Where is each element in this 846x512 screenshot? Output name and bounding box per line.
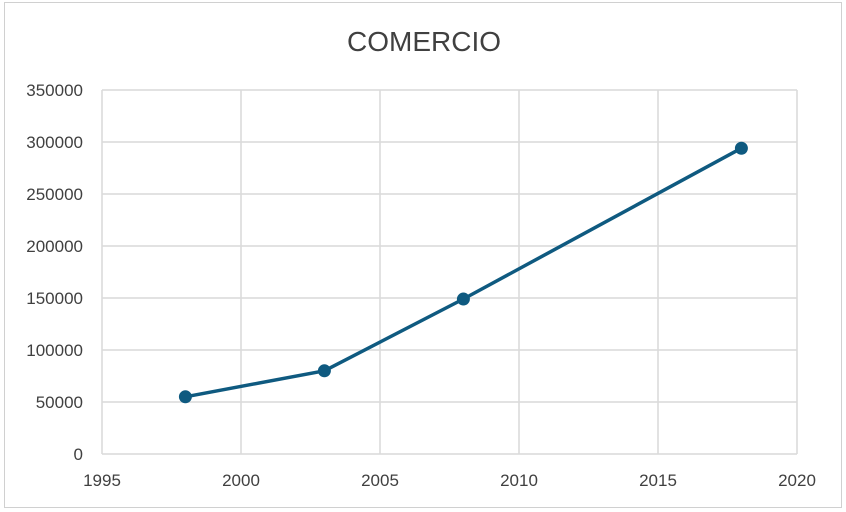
y-tick-label: 350000 — [26, 81, 83, 100]
data-point — [734, 141, 748, 155]
x-tick-label: 2015 — [639, 471, 677, 490]
y-tick-label: 200000 — [26, 237, 83, 256]
y-tick-label: 0 — [74, 445, 83, 464]
x-tick-label: 2005 — [361, 471, 399, 490]
x-axis-tick-labels: 1995 2000 2005 2010 2015 2020 — [83, 471, 816, 490]
x-tick-label: 2020 — [778, 471, 816, 490]
y-tick-label: 300000 — [26, 133, 83, 152]
y-tick-label: 150000 — [26, 289, 83, 308]
chart-title: COMERCIO — [347, 26, 501, 57]
data-point — [317, 364, 331, 378]
x-tick-label: 2000 — [222, 471, 260, 490]
chart-frame — [4, 2, 842, 508]
grid — [101, 89, 798, 455]
x-tick-label: 2010 — [500, 471, 538, 490]
y-tick-label: 100000 — [26, 341, 83, 360]
x-tick-label: 1995 — [83, 471, 121, 490]
data-point — [178, 390, 192, 404]
data-point — [456, 292, 470, 306]
y-tick-label: 250000 — [26, 185, 83, 204]
series-line — [183, 146, 744, 399]
series — [178, 141, 748, 404]
y-axis-tick-labels: 0 50000 100000 150000 200000 250000 300000 3500… — [26, 81, 83, 464]
y-tick-label: 50000 — [36, 393, 83, 412]
